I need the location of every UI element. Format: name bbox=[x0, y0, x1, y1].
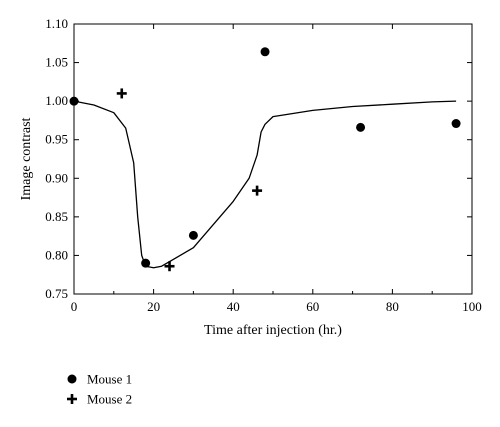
plot-frame bbox=[73, 23, 473, 295]
axes: 0 20 40 60 80 100 0.75 0.80 0.85 0.90 0.95 1.00 1.05… bbox=[45, 16, 482, 314]
data-point-mouse-1 bbox=[188, 230, 198, 240]
fit-curve bbox=[73, 100, 457, 269]
x-tick-label: 80 bbox=[386, 299, 399, 314]
legend-marker-1 bbox=[67, 374, 77, 384]
y-tick-label: 0.90 bbox=[45, 170, 68, 185]
legend: Mouse 1 Mouse 2 bbox=[67, 372, 132, 407]
x-axis-label: Time after injection (hr.) bbox=[204, 323, 342, 338]
y-tick-label: 0.85 bbox=[45, 209, 68, 224]
legend-label-2: Mouse 2 bbox=[87, 392, 132, 407]
data-point-mouse-1 bbox=[356, 122, 366, 132]
data-point-mouse-1 bbox=[141, 258, 151, 268]
y-tick-label: 1.00 bbox=[45, 93, 68, 108]
data-point-mouse-1 bbox=[260, 47, 270, 57]
x-tick-label: 40 bbox=[227, 299, 240, 314]
y-tick-label: 1.05 bbox=[45, 55, 68, 70]
data-point-mouse-1 bbox=[451, 119, 461, 129]
plot-area bbox=[69, 47, 461, 272]
legend-label-1: Mouse 1 bbox=[87, 372, 132, 387]
x-tick-label: 100 bbox=[462, 299, 482, 314]
data-point-mouse-2 bbox=[252, 185, 263, 196]
x-tick-label: 60 bbox=[306, 299, 319, 314]
y-tick-label: 1.10 bbox=[45, 16, 68, 31]
y-tick-label: 0.95 bbox=[45, 132, 68, 147]
legend-marker-2 bbox=[67, 394, 77, 404]
y-axis-label: Image contrast bbox=[19, 117, 34, 200]
x-tick-label: 0 bbox=[71, 299, 78, 314]
y-tick-label: 0.75 bbox=[45, 286, 68, 301]
data-point-mouse-2 bbox=[164, 261, 175, 272]
data-point-mouse-2 bbox=[116, 88, 127, 99]
x-tick-label: 20 bbox=[147, 299, 160, 314]
y-tick-label: 0.80 bbox=[45, 247, 68, 262]
